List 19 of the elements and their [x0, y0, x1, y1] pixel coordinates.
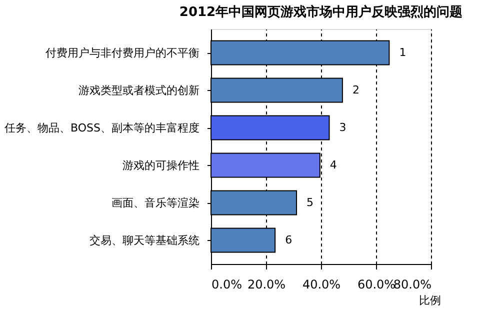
- annotation: 3: [339, 120, 346, 134]
- annotation: 4: [330, 158, 337, 172]
- y-tick-label: 游戏类型或者模式的创新: [78, 84, 200, 97]
- annotation: 1: [399, 46, 406, 59]
- x-tick-label: 60.0%: [357, 278, 396, 292]
- x-tick-label: 20.0%: [247, 278, 286, 292]
- y-tick-label: 游戏的可操作性: [122, 158, 200, 172]
- y-tick-label: 任务、物品、BOSS、副本等的丰富程度: [4, 121, 200, 134]
- annotation: 6: [285, 233, 292, 246]
- x-axis-title: 比例: [419, 294, 441, 307]
- x-tick-label: 40.0%: [302, 278, 341, 292]
- annotation: 5: [306, 196, 314, 209]
- x-tick-label: 0.0%: [212, 278, 242, 292]
- x-tick-label: 80.0%: [393, 278, 432, 292]
- annotation: 2: [352, 83, 360, 96]
- chart-title: 2012年中国网页游戏市场中用户反映强烈的问题: [179, 4, 463, 20]
- y-tick-label: 交易、聊天等基础系统: [90, 234, 200, 247]
- y-tick-label: 付费用户与非付费用户的不平衡: [46, 46, 200, 60]
- y-tick-label: 画面、音乐等渲染: [112, 196, 200, 210]
